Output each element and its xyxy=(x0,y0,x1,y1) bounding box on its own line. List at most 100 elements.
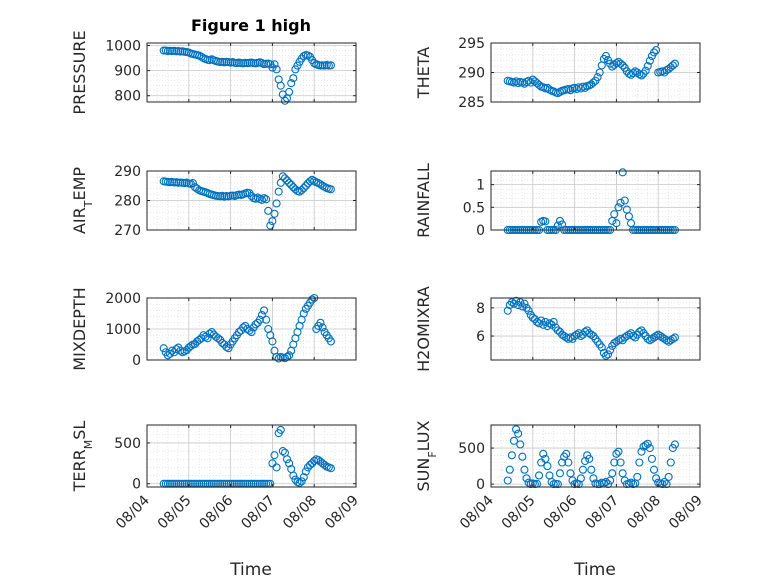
data-point xyxy=(285,459,294,468)
data-point xyxy=(558,458,567,467)
major-grid-rainfall xyxy=(491,171,700,231)
data-point xyxy=(520,299,529,308)
data-point xyxy=(629,69,638,78)
data-point xyxy=(618,168,627,177)
data-point xyxy=(558,220,567,229)
data-point xyxy=(257,310,267,320)
data-point xyxy=(268,217,277,226)
data-point xyxy=(197,52,206,61)
data-point xyxy=(578,465,588,474)
data-point xyxy=(595,68,604,77)
data-point xyxy=(524,306,533,315)
data-point xyxy=(614,203,623,212)
data-point xyxy=(664,472,673,481)
data-point xyxy=(251,320,260,329)
data-point xyxy=(295,478,304,487)
data-point xyxy=(637,447,646,456)
data-point xyxy=(601,477,611,487)
data-point xyxy=(614,447,623,456)
data-point xyxy=(276,81,285,90)
y-tick-label: 290 xyxy=(458,66,485,82)
data-point xyxy=(608,469,617,478)
y-tick-label: 270 xyxy=(114,223,141,239)
data-point xyxy=(535,80,544,89)
data-point xyxy=(505,465,514,474)
data-point xyxy=(647,334,656,343)
data-point xyxy=(159,344,168,353)
data-point xyxy=(612,449,621,458)
data-point xyxy=(564,458,573,467)
series-mixdepth xyxy=(159,293,335,363)
y-tick-label: 0 xyxy=(476,477,485,493)
major-grid-pressure xyxy=(147,43,356,102)
data-point xyxy=(278,447,287,456)
series-air-temp xyxy=(159,172,335,230)
data-point xyxy=(264,206,273,215)
data-point xyxy=(270,451,279,460)
y-axis-label-rainfall: RAINFALL xyxy=(414,163,433,238)
data-point xyxy=(618,61,627,70)
data-point xyxy=(545,319,554,328)
data-point xyxy=(585,454,594,463)
data-point xyxy=(268,459,277,468)
data-point xyxy=(509,78,519,87)
data-point xyxy=(291,185,300,194)
subplot-air-temp: 270 280 290 AIRTEMP xyxy=(70,164,357,239)
data-point xyxy=(280,174,289,183)
y-tick-label: 6 xyxy=(476,329,485,345)
data-point xyxy=(512,296,521,305)
data-point xyxy=(566,469,575,478)
data-point xyxy=(308,295,317,304)
data-point xyxy=(207,328,216,337)
data-point xyxy=(572,330,581,339)
ticks-air-temp xyxy=(146,170,357,231)
data-point xyxy=(253,193,262,202)
series-sun-flux xyxy=(503,425,679,489)
data-point xyxy=(578,82,588,91)
y-tick-label: 2000 xyxy=(105,291,141,307)
data-point xyxy=(610,339,619,348)
data-point xyxy=(670,59,679,68)
series-theta xyxy=(503,46,679,98)
data-point xyxy=(652,46,661,55)
data-point xyxy=(518,452,527,461)
data-point xyxy=(308,175,317,184)
series-pressure xyxy=(159,46,335,105)
data-point xyxy=(203,334,212,343)
data-point xyxy=(172,345,181,354)
data-point xyxy=(285,178,294,187)
data-point xyxy=(553,221,562,230)
data-point xyxy=(176,346,185,355)
x-axis-label-left: Time xyxy=(229,560,272,580)
data-point xyxy=(214,334,223,343)
data-point xyxy=(612,219,621,228)
data-point xyxy=(641,66,650,75)
data-point xyxy=(255,315,264,324)
data-point xyxy=(262,315,271,324)
data-point xyxy=(308,459,317,468)
data-point xyxy=(282,455,292,464)
data-point xyxy=(587,330,596,339)
data-point xyxy=(649,48,659,57)
data-point xyxy=(641,441,650,450)
data-point xyxy=(541,454,550,463)
data-point xyxy=(570,83,579,92)
data-point xyxy=(616,458,625,467)
y-axis-label-mixdepth: MIXDEPTH xyxy=(70,287,89,370)
data-point xyxy=(299,309,308,318)
data-point xyxy=(259,194,269,203)
data-point xyxy=(524,76,533,85)
data-point xyxy=(606,346,615,355)
data-point xyxy=(666,458,675,467)
data-point xyxy=(316,180,325,189)
data-point xyxy=(610,210,619,219)
data-point xyxy=(326,61,335,70)
ticks-terr-msl xyxy=(146,425,357,487)
data-point xyxy=(299,184,308,193)
ticks-theta xyxy=(490,42,701,103)
ticks-h2omixra xyxy=(490,298,701,360)
data-point xyxy=(580,83,590,92)
data-point xyxy=(566,86,575,95)
data-point xyxy=(276,425,285,434)
ticks-mixdepth xyxy=(146,297,357,361)
